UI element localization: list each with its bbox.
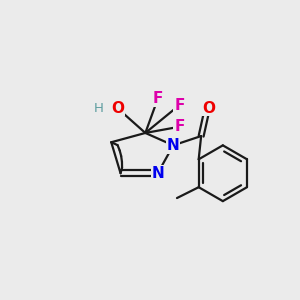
- Text: F: F: [174, 119, 184, 134]
- Text: N: N: [167, 138, 180, 153]
- Text: F: F: [174, 98, 184, 112]
- Text: F: F: [153, 92, 163, 106]
- Text: O: O: [202, 101, 215, 116]
- Text: O: O: [111, 101, 124, 116]
- Text: H: H: [94, 102, 104, 115]
- Text: N: N: [152, 166, 164, 181]
